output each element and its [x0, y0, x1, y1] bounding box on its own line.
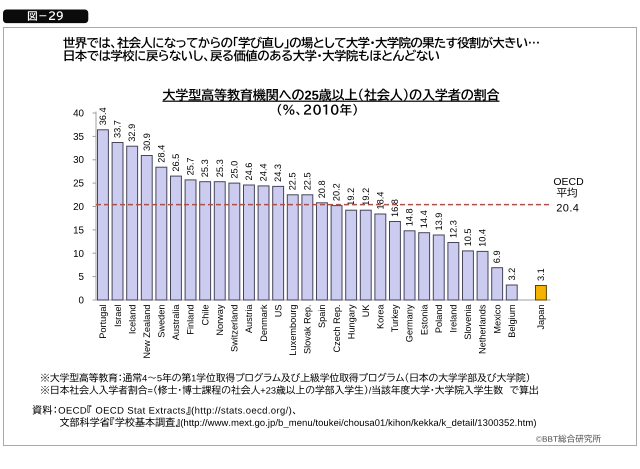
svg-text:Turkey: Turkey	[390, 304, 400, 332]
svg-text:30.9: 30.9	[142, 133, 152, 151]
svg-text:25.3: 25.3	[200, 159, 210, 177]
svg-text:Japan: Japan	[536, 305, 546, 330]
svg-text:19.2: 19.2	[346, 188, 356, 206]
svg-text:20: 20	[73, 202, 84, 213]
svg-text:6.9: 6.9	[492, 250, 502, 263]
svg-text:Spain: Spain	[317, 305, 327, 329]
svg-text:10.4: 10.4	[478, 229, 488, 247]
svg-text:25: 25	[73, 179, 84, 190]
svg-text:Slovak Rep.: Slovak Rep.	[303, 305, 313, 355]
svg-text:35: 35	[73, 132, 84, 143]
svg-text:Finland: Finland	[186, 305, 196, 335]
svg-text:22.5: 22.5	[302, 172, 312, 190]
svg-text:Australia: Australia	[171, 304, 181, 341]
svg-text:14.4: 14.4	[419, 210, 429, 228]
svg-text:Ireland: Ireland	[449, 305, 459, 333]
svg-text:20.4: 20.4	[556, 202, 579, 214]
svg-text:Belgium: Belgium	[507, 304, 517, 338]
svg-text:Netherlands: Netherlands	[478, 304, 488, 354]
svg-text:26.5: 26.5	[171, 154, 181, 172]
svg-text:Sweden: Sweden	[157, 305, 167, 338]
svg-text:Denmark: Denmark	[259, 304, 269, 342]
svg-text:3.1: 3.1	[536, 268, 546, 281]
svg-text:3.2: 3.2	[507, 268, 517, 281]
svg-text:Czech Rep.: Czech Rep.	[332, 305, 342, 353]
svg-text:Norway: Norway	[215, 304, 225, 336]
svg-text:OECD: OECD	[553, 176, 584, 188]
svg-text:20.2: 20.2	[332, 183, 342, 201]
svg-text:Korea: Korea	[376, 304, 386, 329]
svg-text:Germany: Germany	[405, 304, 415, 342]
svg-text:New Zealand: New Zealand	[142, 305, 152, 359]
svg-text:22.5: 22.5	[288, 172, 298, 190]
svg-text:Switzerland: Switzerland	[230, 305, 240, 353]
svg-text:20.8: 20.8	[317, 180, 327, 198]
svg-text:36.4: 36.4	[98, 107, 108, 125]
svg-text:Austria: Austria	[244, 304, 254, 333]
svg-text:15: 15	[73, 225, 84, 236]
svg-text:30: 30	[73, 155, 84, 166]
svg-text:Portugal: Portugal	[98, 305, 108, 339]
svg-text:18.4: 18.4	[375, 192, 385, 210]
svg-text:14.8: 14.8	[405, 208, 415, 226]
svg-text:5: 5	[79, 272, 85, 283]
svg-text:24.4: 24.4	[259, 164, 269, 182]
svg-text:25.3: 25.3	[215, 159, 225, 177]
svg-text:Hungary: Hungary	[346, 304, 356, 339]
svg-text:33.7: 33.7	[113, 120, 123, 138]
svg-text:US: US	[273, 305, 283, 318]
svg-text:32.9: 32.9	[127, 124, 137, 142]
svg-text:28.4: 28.4	[156, 145, 166, 163]
svg-text:25.7: 25.7	[186, 158, 196, 176]
svg-text:10.5: 10.5	[463, 229, 473, 247]
svg-text:0: 0	[79, 296, 85, 307]
svg-text:24.6: 24.6	[244, 163, 254, 181]
svg-text:13.9: 13.9	[434, 213, 444, 231]
svg-text:Slovenia: Slovenia	[463, 304, 473, 340]
svg-text:Estonia: Estonia	[419, 304, 429, 336]
svg-text:25.0: 25.0	[229, 161, 239, 179]
svg-text:10: 10	[73, 249, 84, 260]
svg-text:16.8: 16.8	[390, 199, 400, 217]
svg-text:UK: UK	[361, 304, 371, 318]
svg-text:Iceland: Iceland	[127, 305, 137, 335]
svg-text:Poland: Poland	[434, 305, 444, 334]
svg-text:24.3: 24.3	[273, 164, 283, 182]
svg-text:Israel: Israel	[113, 305, 123, 327]
svg-text:Chile: Chile	[200, 305, 210, 326]
svg-text:12.3: 12.3	[448, 220, 458, 238]
svg-text:Mexico: Mexico	[492, 305, 502, 334]
svg-text:40: 40	[73, 109, 84, 120]
svg-text:Luxembourg: Luxembourg	[288, 305, 298, 356]
svg-text:19.2: 19.2	[361, 188, 371, 206]
